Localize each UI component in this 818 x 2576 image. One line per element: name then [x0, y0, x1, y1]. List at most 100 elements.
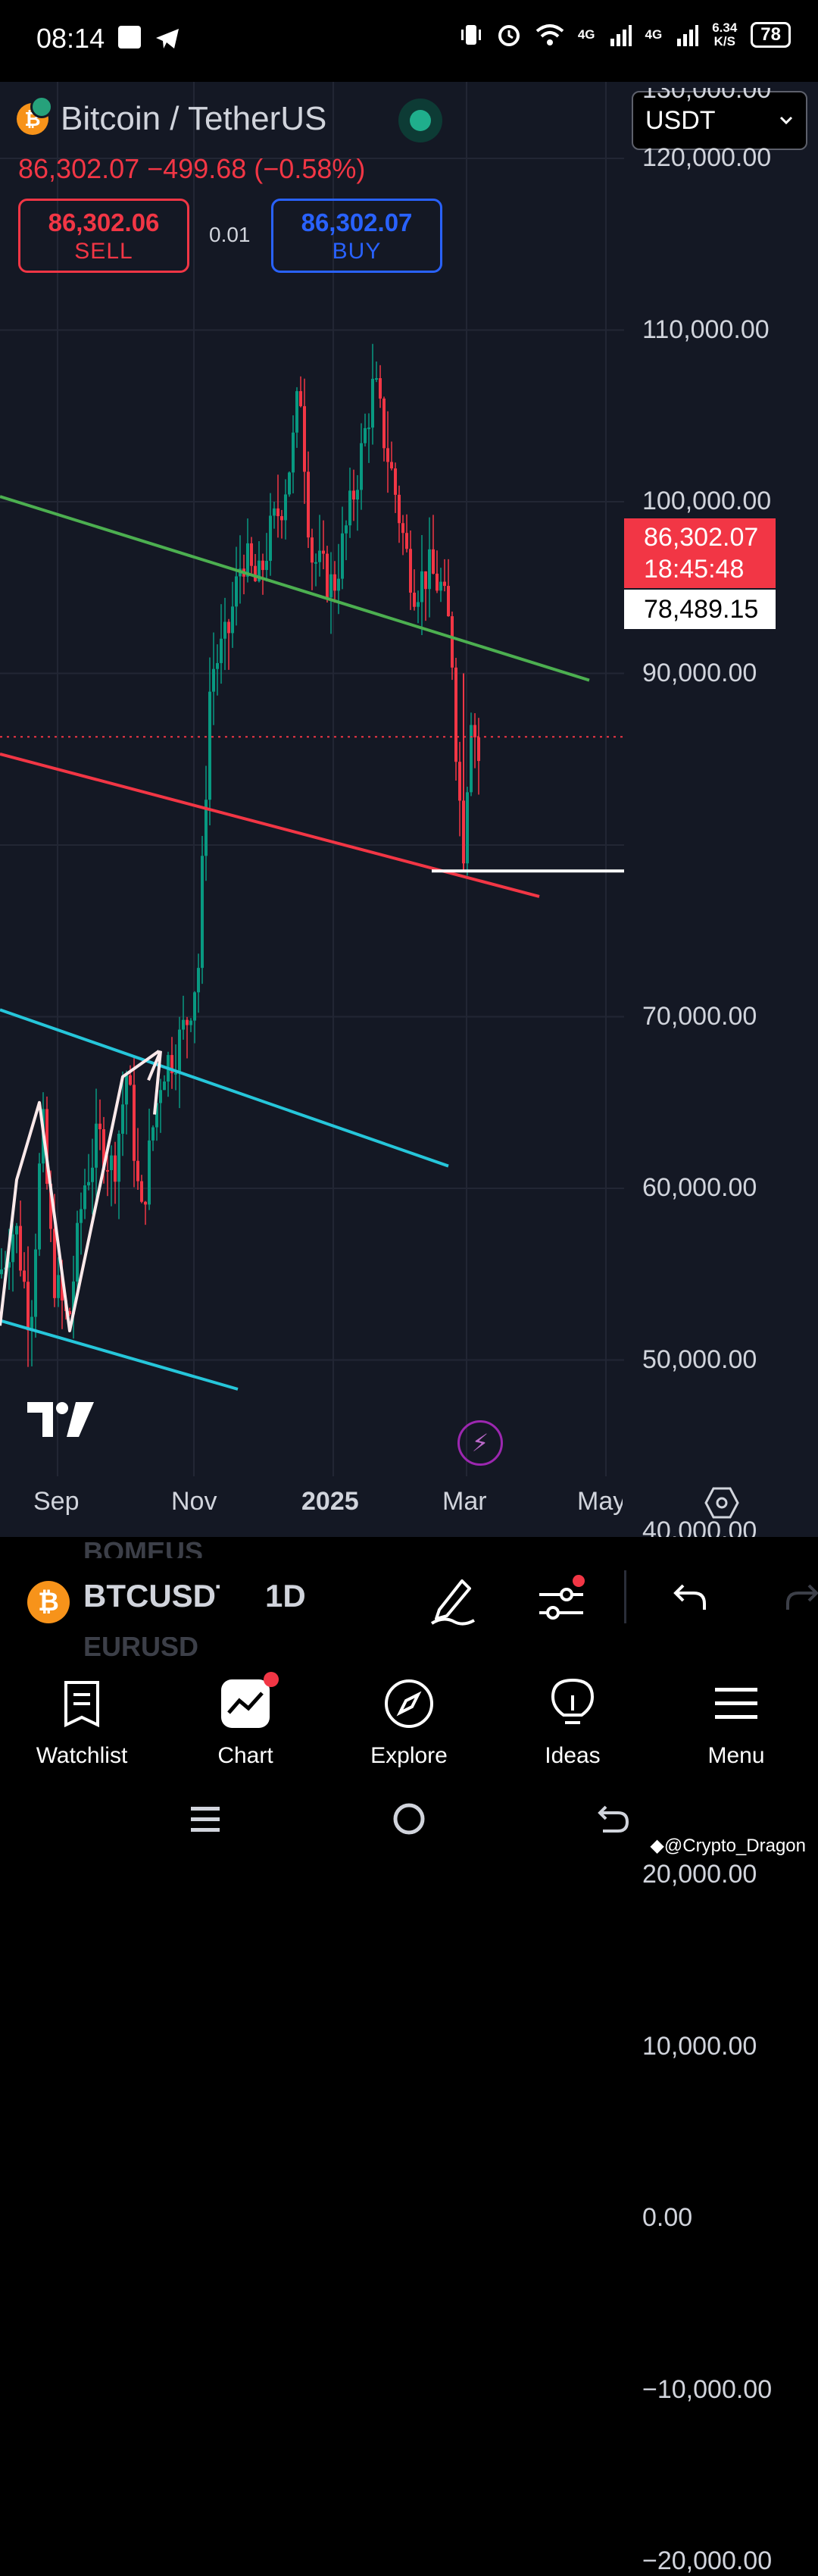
nav-label: Menu: [707, 1743, 765, 1768]
toolbar-divider: [624, 1570, 626, 1623]
candle-body: [223, 621, 226, 639]
currency-select[interactable]: USDT: [632, 91, 807, 150]
candle-body: [204, 800, 208, 856]
price-chart[interactable]: [0, 82, 818, 1537]
candle-body: [231, 606, 234, 634]
candle-body: [148, 1140, 151, 1205]
candle-body: [382, 398, 386, 449]
tradingview-logo-icon[interactable]: [26, 1401, 95, 1440]
spread-value: 0.01: [209, 223, 251, 246]
symbol-title[interactable]: Bitcoin / TetherUS: [61, 100, 327, 137]
candle-body: [337, 578, 340, 591]
candle-body: [367, 427, 370, 430]
redo-icon[interactable]: [783, 1581, 818, 1614]
lightning-icon[interactable]: ⚡: [457, 1420, 503, 1466]
interval-selector[interactable]: 1D: [265, 1578, 306, 1614]
candle-body: [193, 992, 196, 1021]
time-label-may: May: [577, 1487, 623, 1516]
price-scale-label: −10,000.00: [642, 2374, 773, 2404]
candle-body: [394, 468, 397, 495]
candle-body: [220, 638, 223, 663]
bottom-nav: [0, 1657, 818, 1786]
candle-body: [227, 621, 230, 634]
bitcoin-logo-icon: ₿: [27, 1581, 70, 1623]
back-icon[interactable]: [597, 1804, 630, 1834]
candle-body: [11, 1234, 14, 1263]
undo-icon[interactable]: [673, 1581, 709, 1614]
price-scale-label: 70,000.00: [642, 1001, 757, 1031]
candle-body: [314, 562, 317, 564]
buy-button[interactable]: 86,302.07 BUY: [271, 199, 442, 273]
watermark: ◆@Crypto_Dragon: [650, 1836, 806, 1856]
candle-body: [401, 523, 404, 534]
watchlist-icon: [64, 1681, 99, 1728]
nav-explore[interactable]: Explore: [333, 1667, 485, 1769]
nav-chart[interactable]: Chart: [170, 1667, 321, 1769]
nav-watchlist[interactable]: Watchlist: [6, 1667, 158, 1769]
candle-body: [466, 792, 469, 864]
telegram-icon: [156, 29, 179, 49]
time-label-sep: Sep: [33, 1487, 80, 1516]
signal-2-label: 4G: [645, 27, 663, 42]
candle-body: [288, 472, 291, 495]
candle-body: [276, 508, 279, 517]
signal-1-label: 4G: [577, 27, 595, 42]
zigzag-pattern: [0, 1050, 161, 1332]
candle-body: [53, 1229, 56, 1298]
system-nav-bar: [0, 1786, 818, 1864]
symbol-header[interactable]: ₿ Bitcoin / TetherUS: [17, 95, 327, 138]
sell-button[interactable]: 86,302.06 SELL: [18, 199, 189, 273]
candle-body: [345, 525, 348, 534]
candle-body: [19, 1225, 22, 1271]
candle-body: [155, 1103, 158, 1128]
home-icon[interactable]: [392, 1802, 426, 1836]
candle-body: [91, 1167, 94, 1182]
indicators-icon[interactable]: [536, 1573, 589, 1626]
candle-body: [57, 1275, 60, 1298]
candle-body: [269, 515, 272, 562]
buy-price: 86,302.07: [301, 208, 413, 236]
drawing-tool-icon[interactable]: [429, 1573, 477, 1626]
candle-body: [186, 1019, 189, 1025]
candle-body: [398, 494, 401, 524]
chart-icon: [221, 1679, 270, 1728]
price-scale-label: 0.00: [642, 2203, 693, 2232]
notification-app-icon: [118, 26, 141, 49]
chart-pane[interactable]: [0, 82, 818, 1537]
candle-body: [329, 574, 333, 598]
signal-icon: [677, 25, 699, 46]
nav-label: Chart: [217, 1743, 273, 1768]
price-scale-label: 130,000.00: [642, 88, 772, 104]
candle-body: [371, 378, 374, 428]
candle-body: [322, 550, 325, 554]
cyan-trendline-upper: [0, 1008, 449, 1168]
zigzag-arrowhead: [147, 1050, 162, 1115]
price-scale-label: 50,000.00: [642, 1344, 757, 1374]
candle-body: [428, 549, 431, 590]
candle-body: [246, 543, 249, 577]
candle-body: [405, 533, 408, 549]
candle-body: [102, 1129, 105, 1170]
candle-body: [292, 432, 295, 473]
chart-settings-icon[interactable]: [704, 1485, 739, 1520]
market-open-indicator[interactable]: [398, 99, 442, 142]
symbol-selector[interactable]: BTCUSDT: [83, 1578, 220, 1614]
nav-menu[interactable]: Menu: [660, 1667, 812, 1769]
candle-body: [38, 1163, 41, 1250]
candle-body: [470, 725, 473, 793]
candle-body: [386, 448, 389, 462]
battery-indicator: 78: [751, 22, 791, 48]
candle-body: [311, 537, 314, 563]
bitcoin-logo-icon: ₿: [17, 95, 53, 135]
candle-body: [307, 471, 310, 538]
candle-body: [280, 516, 283, 521]
candle-body: [360, 443, 363, 490]
candle-body: [0, 1269, 3, 1275]
sell-label: SELL: [74, 239, 133, 264]
candle-body: [106, 1169, 109, 1172]
candle-body: [129, 1075, 132, 1085]
candle-body: [348, 490, 351, 526]
recent-apps-icon[interactable]: [189, 1804, 221, 1834]
nav-ideas[interactable]: Ideas: [497, 1667, 648, 1769]
candle-body: [303, 405, 306, 472]
